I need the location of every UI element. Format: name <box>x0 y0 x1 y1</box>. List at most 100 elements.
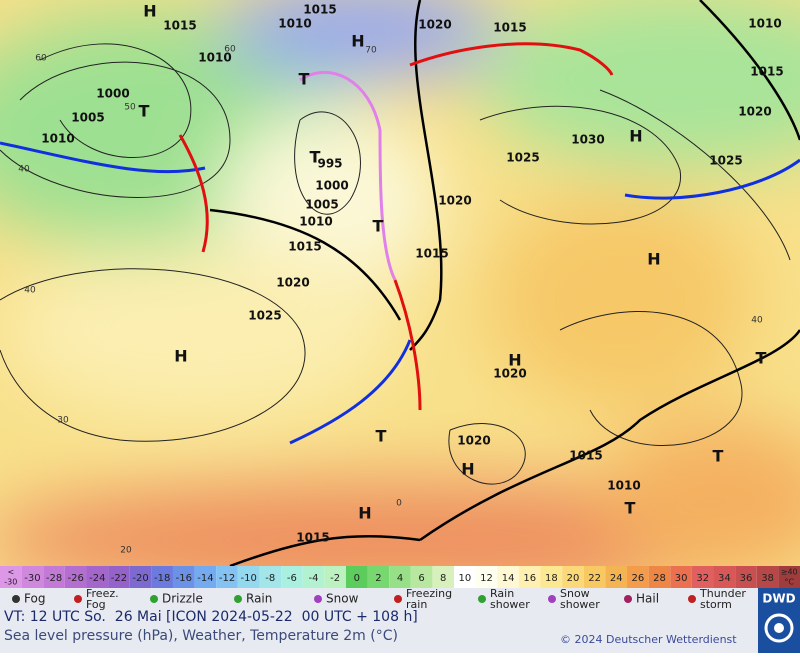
scale-label: -30 <box>24 573 40 584</box>
scale-cell <box>518 566 541 588</box>
scale-cell <box>735 566 757 588</box>
isobar-label: 1015 <box>415 247 448 261</box>
scale-label: 10 <box>458 573 471 584</box>
pressure-center: T <box>310 148 321 167</box>
isobar-label: 1010 <box>41 132 74 146</box>
scale-label: 36 <box>740 573 753 584</box>
pressure-center: T <box>625 499 636 518</box>
scale-label: 0 <box>354 573 360 584</box>
scale-cell <box>151 566 173 588</box>
scale-label: 4 <box>397 573 403 584</box>
isobar-label: 1000 <box>96 87 129 101</box>
fronts <box>0 42 800 445</box>
scale-cell <box>302 566 325 588</box>
legend-symbol <box>12 595 20 603</box>
isobar-label: 1010 <box>607 479 640 493</box>
legend-label: Freez. <box>86 587 119 600</box>
isobar-label: 1030 <box>571 133 604 147</box>
scale-cell <box>259 566 282 588</box>
grid-label: 70 <box>365 46 377 56</box>
scale-cell <box>562 566 584 588</box>
scale-label: 6 <box>418 573 424 584</box>
scale-label: 18 <box>545 573 558 584</box>
pressure-center: H <box>629 127 642 146</box>
legend-label: Thunder <box>699 587 746 600</box>
pressure-center: T <box>373 217 384 236</box>
scale-cell <box>648 566 671 588</box>
isobar-label: 1000 <box>315 179 348 193</box>
scale-cell <box>778 566 800 588</box>
isobar-label: 1025 <box>709 154 742 168</box>
pressure-center: H <box>508 351 521 370</box>
pressure-center: T <box>299 70 310 89</box>
isobar-label: 1020 <box>738 105 771 119</box>
isobar-label: 1025 <box>248 309 281 323</box>
scale-cell <box>454 566 476 588</box>
scale-label: -22 <box>111 573 127 584</box>
legend-symbol <box>74 595 82 603</box>
scale-cell <box>281 566 303 588</box>
scale-cell <box>64 566 87 588</box>
scale-cell <box>86 566 109 588</box>
scale-cell <box>583 566 606 588</box>
scale-cell <box>670 566 692 588</box>
scale-cell <box>691 566 714 588</box>
legend-symbol <box>150 595 158 603</box>
scale-cell <box>216 566 238 588</box>
logo-swirl-core <box>774 623 784 633</box>
pressure-center: T <box>139 102 150 121</box>
scale-label: -14 <box>197 573 213 584</box>
legend-label: shower <box>560 598 600 611</box>
pressure-center: H <box>143 2 156 21</box>
scale-label: 26 <box>631 573 644 584</box>
isobar-label: 1015 <box>303 3 336 17</box>
isobar-label: 1015 <box>750 65 783 79</box>
isobar-label: 1015 <box>569 449 602 463</box>
scale-cell <box>627 566 649 588</box>
logo-swirl <box>764 613 794 643</box>
legend-label: rain <box>406 598 427 611</box>
pressure-center: H <box>174 347 187 366</box>
scale-label: -24 <box>89 573 105 584</box>
scale-cell <box>0 566 22 588</box>
scale-label: -28 <box>46 573 62 584</box>
scale-label: -10 <box>240 573 256 584</box>
scale-label: -8 <box>265 573 275 584</box>
scale-label: 34 <box>718 573 731 584</box>
scale-cell <box>43 566 65 588</box>
scale-cell <box>324 566 346 588</box>
legend-label: Snow <box>326 592 359 606</box>
scale-label: 24 <box>610 573 623 584</box>
scale-label: < <box>7 568 14 577</box>
pressure-center: H <box>647 250 660 269</box>
scale-cell <box>475 566 498 588</box>
grid-label: 50 <box>124 103 136 113</box>
grid-label: 0 <box>396 499 402 509</box>
legend-symbol <box>548 595 556 603</box>
legend-label: Hail <box>636 592 659 606</box>
legend-label: storm <box>700 598 732 611</box>
grid-label: 60 <box>35 54 47 64</box>
isobar-label: 1015 <box>493 21 526 35</box>
scale-cell <box>194 566 217 588</box>
isobar-label: 1015 <box>163 19 196 33</box>
scale-label: 22 <box>588 573 601 584</box>
dwd-logo-text: DWD <box>762 592 795 606</box>
isobars-bold <box>209 0 800 568</box>
scale-label: -30 <box>4 578 17 587</box>
pressure-center: H <box>358 504 371 523</box>
scale-label: 14 <box>502 573 515 584</box>
legend-symbol <box>234 595 242 603</box>
scale-label: 12 <box>480 573 493 584</box>
isobar-label: 1015 <box>288 240 321 254</box>
scale-label: -2 <box>330 573 340 584</box>
isobars <box>0 43 791 485</box>
scale-label: -26 <box>68 573 84 584</box>
valid-time: VT: 12 UTC So. 26 Mai [ICON 2024-05-22 0… <box>4 609 418 625</box>
scale-label: 2 <box>375 573 381 584</box>
legend-label: shower <box>490 598 530 611</box>
copyright: © 2024 Deutscher Wetterdienst <box>560 633 737 646</box>
grid-label: 20 <box>120 546 132 556</box>
